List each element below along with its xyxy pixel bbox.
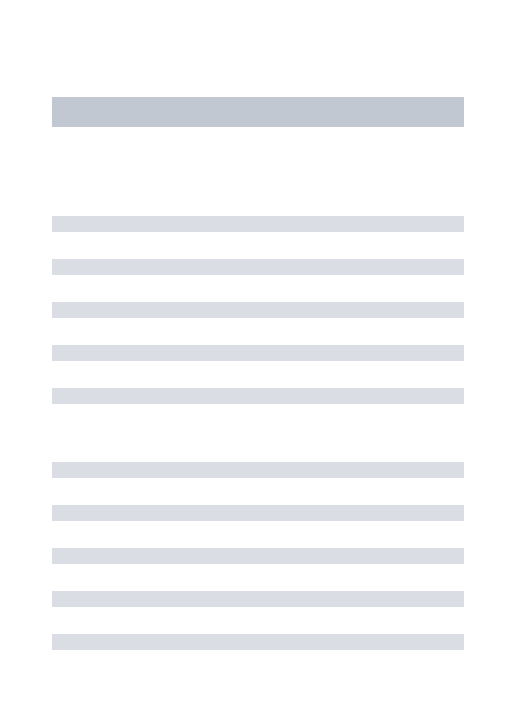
skeleton-line: [52, 345, 464, 361]
skeleton-line: [52, 388, 464, 404]
skeleton-line: [52, 505, 464, 521]
skeleton-line: [52, 259, 464, 275]
skeleton-title-bar: [52, 97, 464, 127]
skeleton-line: [52, 216, 464, 232]
skeleton-line: [52, 302, 464, 318]
skeleton-line: [52, 591, 464, 607]
skeleton-line: [52, 548, 464, 564]
skeleton-line: [52, 634, 464, 650]
skeleton-line: [52, 462, 464, 478]
